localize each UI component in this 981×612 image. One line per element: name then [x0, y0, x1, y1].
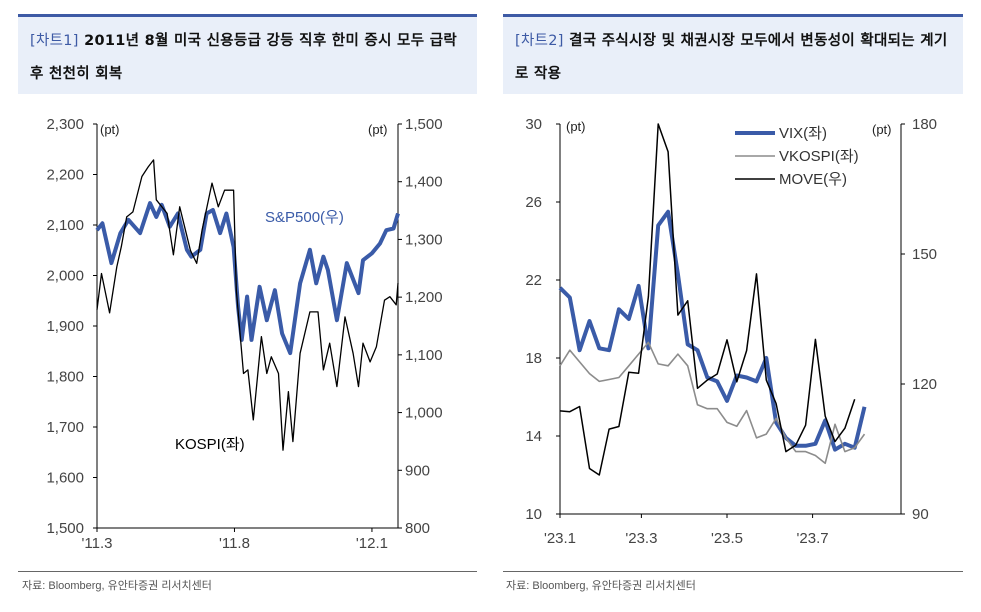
chart2-tag: [차트2]: [515, 33, 564, 49]
left-tick-label: 1,500: [46, 520, 84, 537]
left-tick-label: 2,100: [46, 217, 84, 234]
chart2: 10 14 18 22 26 30 90 120 150 180 '23.1 '23.3 '23.5 '2…: [525, 116, 937, 547]
right-tick-label: 1,000: [405, 405, 443, 422]
legend-label: VIX(좌): [779, 125, 827, 142]
left-tick-label: 10: [525, 506, 542, 523]
right-tick-label: 120: [912, 376, 937, 393]
left-tick-label: 1,600: [46, 470, 84, 487]
right-tick-label: 900: [405, 462, 430, 479]
legend-label: MOVE(우): [779, 171, 847, 188]
series-label: S&P500(우): [265, 209, 344, 226]
chart2-source-divider: [503, 571, 963, 572]
left-tick-label: 2,300: [46, 116, 84, 133]
left-tick-label: 2,200: [46, 167, 84, 184]
series-line-1: [558, 209, 867, 452]
right-axis-unit: (pt): [872, 122, 892, 137]
left-axis-unit: (pt): [566, 119, 586, 134]
right-tick-label: 1,500: [405, 116, 443, 133]
right-tick-label: 800: [405, 520, 430, 537]
right-tick-label: 1,400: [405, 174, 443, 191]
chart1-title-text: 2011년 8월 미국 신용등급 강등 직후 한미 증시 모두 급락 후 천천히…: [30, 33, 457, 82]
series-label: KOSPI(좌): [175, 436, 245, 453]
right-tick-label: 180: [912, 116, 937, 133]
left-tick-label: 14: [525, 428, 542, 445]
x-tick-label: '23.3: [625, 530, 657, 547]
left-tick-label: 1,800: [46, 369, 84, 386]
left-tick-label: 22: [525, 272, 542, 289]
chart1-title: [차트1] 2011년 8월 미국 신용등급 강등 직후 한미 증시 모두 급락…: [30, 25, 465, 91]
left-tick-label: 26: [525, 194, 542, 211]
legend-label: VKOSPI(좌): [779, 148, 859, 165]
series-line-2: [96, 159, 399, 451]
right-tick-label: 1,100: [405, 347, 443, 364]
right-axis-unit: (pt): [368, 122, 388, 137]
legend-item: VKOSPI(좌): [735, 148, 859, 165]
chart1-title-box: [차트1] 2011년 8월 미국 신용등급 강등 직후 한미 증시 모두 급락…: [18, 14, 477, 94]
series-line-1: [95, 201, 400, 356]
legend-item: VIX(좌): [735, 125, 827, 142]
x-tick-label: '12.1: [356, 535, 388, 552]
x-tick-label: '11.8: [219, 535, 250, 552]
left-axis-unit: (pt): [100, 122, 120, 137]
left-tick-label: 30: [525, 116, 542, 133]
chart1-source-divider: [18, 571, 477, 572]
left-tick-label: 2,000: [46, 268, 84, 285]
chart2-source: 자료: Bloomberg, 유안타증권 리서치센터: [506, 580, 696, 592]
x-tick-label: '11.3: [82, 535, 113, 552]
chart2-title-box: [차트2] 결국 주식시장 및 채권시장 모두에서 변동성이 확대되는 계기로 …: [503, 14, 963, 94]
chart1-source: 자료: Bloomberg, 유안타증권 리서치센터: [22, 580, 212, 592]
right-tick-label: 150: [912, 246, 937, 263]
x-tick-label: '23.7: [797, 530, 829, 547]
left-tick-label: 1,900: [46, 318, 84, 335]
right-tick-label: 90: [912, 506, 929, 523]
left-tick-label: 1,700: [46, 419, 84, 436]
legend-item: MOVE(우): [735, 171, 847, 188]
chart1: 1,500 1,600 1,700 1,800 1,900 2,000 2,100 2,200…: [46, 116, 442, 552]
x-tick-label: '23.1: [544, 530, 576, 547]
right-tick-label: 1,200: [405, 289, 443, 306]
chart1-tag: [차트1]: [30, 33, 79, 49]
chart2-title: [차트2] 결국 주식시장 및 채권시장 모두에서 변동성이 확대되는 계기로 …: [515, 25, 951, 91]
right-tick-label: 1,300: [405, 231, 443, 248]
chart2-title-text: 결국 주식시장 및 채권시장 모두에서 변동성이 확대되는 계기로 작용: [515, 33, 948, 82]
series-line-3: [559, 123, 856, 476]
series-line-2: [559, 341, 866, 465]
left-tick-label: 18: [525, 350, 542, 367]
x-tick-label: '23.5: [711, 530, 743, 547]
